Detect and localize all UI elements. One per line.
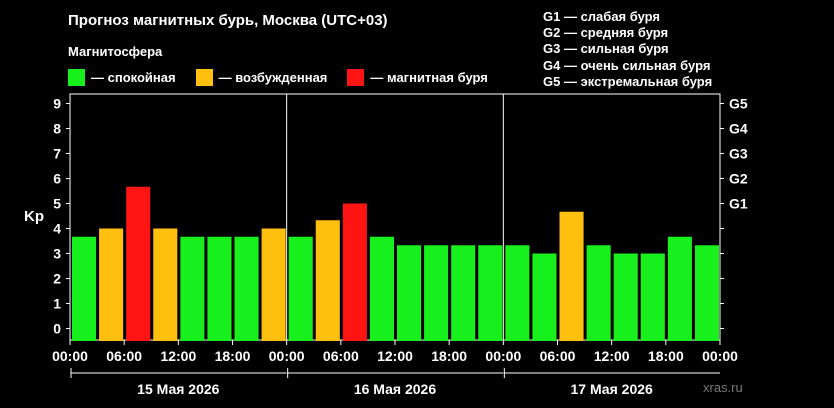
legend-item-quiet: — спокойная — [68, 69, 176, 86]
day-label: 17 Мая 2026 — [571, 381, 653, 397]
kp-bar — [342, 203, 367, 341]
kp-bar — [288, 236, 313, 341]
kp-bar — [532, 253, 557, 341]
kp-bar — [261, 228, 286, 341]
legend-swatch-storm — [347, 69, 365, 86]
y-tick-label: 8 — [53, 121, 61, 137]
kp-bar — [397, 245, 422, 341]
y-tick-label: 2 — [53, 271, 61, 287]
legend-swatch-active — [195, 69, 213, 86]
x-tick-label: 06:00 — [540, 348, 576, 364]
x-tick-label: 06:00 — [106, 348, 142, 364]
watermark: xras.ru — [703, 380, 743, 395]
y-tick-label: 4 — [53, 221, 61, 237]
kp-bar — [640, 253, 665, 341]
kp-bar — [207, 236, 232, 341]
kp-bar — [613, 253, 638, 341]
legend-item-active: — возбужденная — [195, 69, 328, 86]
x-tick-label: 00:00 — [269, 348, 305, 364]
g-scale-legend: G1 — слабая буря G2 — средняя буря G3 — … — [543, 9, 712, 90]
kp-bar — [126, 186, 151, 341]
y-tick-label: 0 — [53, 321, 61, 337]
x-tick-label: 12:00 — [594, 348, 630, 364]
legend-swatch-quiet — [68, 69, 85, 86]
g-level-label: G4 — [729, 121, 748, 137]
x-tick-label: 06:00 — [323, 348, 359, 364]
kp-bar — [667, 236, 692, 341]
plot-frame — [69, 93, 721, 341]
x-tick-label: 18:00 — [215, 348, 251, 364]
kp-bar — [369, 236, 394, 341]
x-tick-label: 00:00 — [52, 348, 88, 364]
kp-bar — [153, 228, 178, 341]
x-tick-label: 18:00 — [431, 348, 467, 364]
kp-bar — [234, 236, 259, 341]
g-scale-g2: G2 — средняя буря — [543, 25, 669, 41]
g-level-label: G1 — [729, 196, 748, 212]
kp-bar — [451, 245, 476, 341]
x-tick-label: 00:00 — [485, 348, 521, 364]
x-tick-label: 12:00 — [160, 348, 196, 364]
kp-bar — [559, 211, 584, 341]
kp-bar — [99, 228, 124, 341]
g-level-label: G5 — [729, 96, 748, 112]
legend-label-quiet: — спокойная — [91, 70, 176, 85]
legend-label-storm: — магнитная буря — [370, 70, 488, 85]
kp-bar — [180, 236, 205, 341]
chart-title: Прогноз магнитных бурь, Москва (UTC+03) — [68, 12, 388, 29]
kp-bar — [505, 245, 530, 341]
g-scale-g4: G4 — очень сильная буря — [543, 57, 711, 73]
g-scale-g1: G1 — слабая буря — [543, 9, 661, 24]
kp-bar — [315, 220, 340, 341]
x-tick-label: 12:00 — [377, 348, 413, 364]
kp-bar — [478, 245, 503, 341]
kp-bar — [72, 236, 97, 341]
x-tick-label: 18:00 — [648, 348, 684, 364]
legend-label-active: — возбужденная — [218, 70, 328, 85]
legend: — спокойная — возбужденная — магнитная б… — [68, 69, 508, 86]
kp-bar — [424, 245, 449, 341]
y-tick-label: 1 — [53, 296, 61, 312]
y-tick-label: 5 — [53, 196, 61, 212]
y-tick-label: 6 — [53, 171, 61, 187]
g-level-label: G2 — [729, 171, 748, 187]
y-tick-label: 9 — [53, 96, 61, 112]
kp-bar — [586, 245, 611, 341]
y-tick-label: 3 — [53, 246, 61, 262]
g-level-label: G3 — [729, 146, 748, 162]
magnetosphere-label: Магнитосфера — [68, 44, 163, 59]
g-scale-g5: G5 — экстремальная буря — [543, 73, 713, 89]
legend-item-storm: — магнитная буря — [347, 69, 488, 86]
day-label: 15 Мая 2026 — [137, 381, 219, 397]
day-label: 16 Мая 2026 — [354, 381, 436, 397]
g-scale-g3: G3 — сильная буря — [543, 41, 669, 57]
x-tick-label: 00:00 — [702, 348, 738, 364]
kp-bar — [694, 245, 719, 341]
y-axis-label: Kp — [24, 208, 44, 225]
y-tick-label: 7 — [53, 146, 61, 162]
